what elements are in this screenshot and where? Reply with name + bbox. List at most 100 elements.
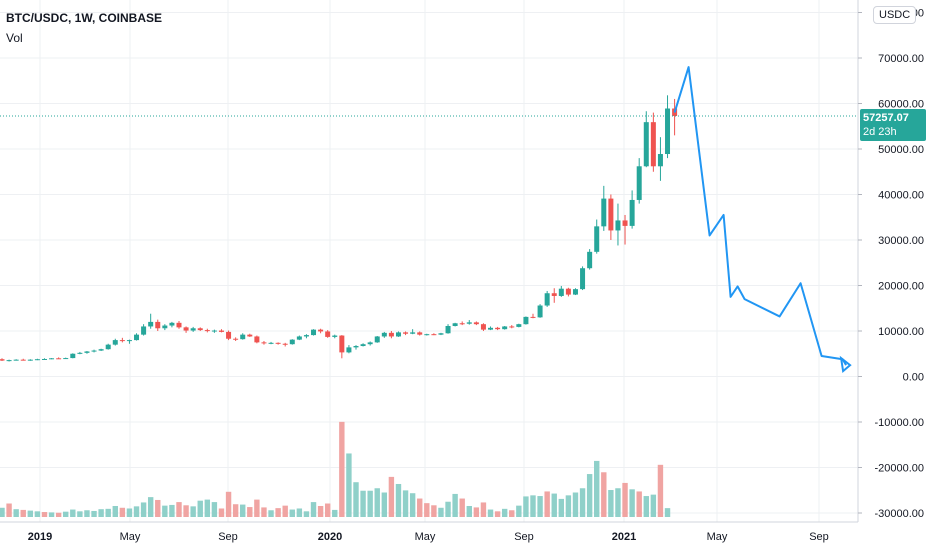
volume-bar	[70, 509, 76, 517]
candle-body	[233, 338, 239, 340]
volume-bar	[402, 490, 409, 517]
candle-body	[119, 340, 125, 342]
time-tick-label: Sep	[514, 531, 534, 543]
candle-body	[126, 340, 132, 342]
volume-bar	[409, 493, 416, 517]
volume-bar	[197, 500, 203, 517]
volume-bar	[48, 512, 55, 517]
candle-body	[190, 328, 196, 331]
candle-body	[339, 335, 345, 353]
volume-bar	[594, 460, 600, 517]
candle-body	[134, 334, 140, 341]
currency-button[interactable]: USDC	[873, 6, 917, 24]
candle-body	[204, 330, 210, 332]
candle-body	[551, 293, 557, 296]
candle-body	[657, 154, 663, 167]
candle-body	[587, 251, 593, 269]
candle-body	[530, 316, 536, 318]
candle-body	[289, 339, 295, 345]
candle-body	[608, 198, 614, 231]
candle-body	[240, 334, 246, 340]
volume-indicator-label[interactable]: Vol	[6, 31, 23, 45]
candle-body	[155, 321, 161, 329]
candle-body	[197, 328, 203, 331]
bar-countdown: 2d 23h	[863, 126, 897, 138]
volume-bar	[310, 502, 317, 517]
candle-body	[594, 226, 600, 252]
price-tick-label: 60000.00	[878, 99, 924, 111]
time-tick-label: May	[120, 531, 141, 543]
candle-body	[367, 342, 373, 345]
candle-body	[49, 358, 55, 360]
volume-bar	[480, 502, 487, 517]
candle-body	[296, 336, 302, 340]
candle-body	[502, 326, 508, 330]
volume-bar	[424, 503, 430, 517]
candle-body	[70, 353, 76, 359]
volume-bar	[572, 492, 579, 517]
volume-bar	[155, 499, 161, 517]
price-tick-label: 50000.00	[878, 144, 924, 156]
candle-body	[98, 349, 104, 351]
volume-bar	[204, 499, 211, 517]
volume-bar	[360, 490, 366, 517]
candle-body	[452, 323, 458, 326]
volume-bar	[218, 508, 225, 517]
volume-bar	[346, 453, 352, 517]
volume-bar	[473, 507, 480, 517]
time-tick-label: 2020	[318, 531, 342, 543]
volume-bar	[162, 505, 168, 517]
volume-bar	[34, 511, 41, 517]
volume-bar	[225, 491, 232, 517]
candle-body	[665, 108, 671, 155]
volume-bar	[296, 508, 303, 517]
candle-body	[346, 347, 352, 353]
volume-bar	[183, 505, 189, 517]
candle-body	[27, 359, 33, 361]
volume-bar	[537, 496, 543, 517]
volume-bar	[353, 482, 359, 517]
price-axis[interactable]: 80000.0070000.0060000.0050000.0040000.00…	[858, 8, 924, 521]
price-tick-label: 0.00	[903, 372, 924, 384]
volume-bar	[650, 494, 657, 517]
time-tick-label: Sep	[218, 531, 238, 543]
symbol-title[interactable]: BTC/USDC, 1W, COINBASE	[6, 11, 163, 25]
projection-line	[673, 66, 847, 366]
candle-body	[353, 346, 359, 348]
candle-body	[580, 268, 586, 290]
time-tick-label: 2019	[28, 531, 52, 543]
volume-bar	[55, 512, 62, 517]
candle-body	[565, 288, 571, 295]
time-axis[interactable]: 2019 May Sep 2020 May Sep 2021 May Sep	[28, 531, 829, 543]
volume-bar	[20, 509, 26, 517]
volume-bar	[395, 483, 402, 517]
time-tick-label: May	[415, 531, 436, 543]
volume-bar	[501, 508, 508, 517]
volume-bar	[27, 510, 34, 517]
price-tick-label: 10000.00	[878, 326, 924, 338]
candle-body	[445, 325, 451, 334]
price-tick-label: 20000.00	[878, 281, 924, 293]
price-tick-label: -20000.00	[874, 463, 924, 475]
candle-body	[459, 323, 465, 325]
volume-bar	[388, 476, 395, 517]
candle-body	[544, 293, 550, 306]
candle-body	[0, 359, 5, 361]
volume-bar	[367, 490, 373, 517]
candle-body	[516, 324, 522, 327]
candle-body	[495, 327, 501, 330]
volume-bar	[190, 506, 196, 517]
candle-body	[169, 322, 175, 326]
volume-bar	[232, 504, 239, 517]
time-tick-label: May	[707, 531, 728, 543]
volume-bar	[140, 502, 147, 517]
candle-body	[141, 326, 147, 335]
price-tick-label: 40000.00	[878, 190, 924, 202]
volume-bar	[303, 511, 310, 517]
candle-body	[650, 122, 656, 167]
grid	[0, 0, 858, 522]
volume-bar	[324, 503, 331, 517]
candle-body	[211, 330, 217, 332]
